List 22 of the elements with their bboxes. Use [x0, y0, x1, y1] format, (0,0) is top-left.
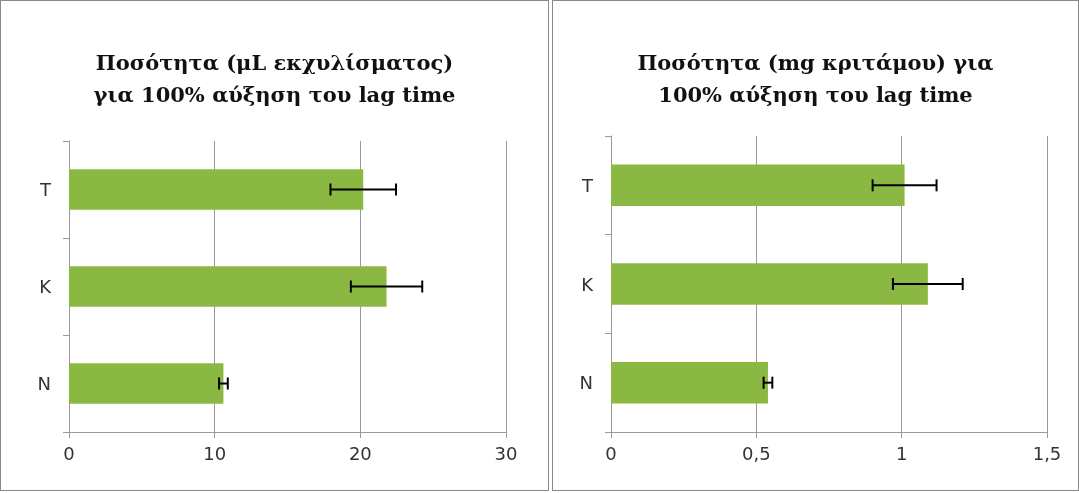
y-tick-label: K	[39, 276, 53, 297]
x-tick-label: 0,5	[742, 442, 771, 464]
bar	[611, 263, 928, 305]
bar	[69, 266, 387, 307]
x-tick-label: 30	[494, 442, 518, 464]
chart-title: Ποσότητα (μL εκχυλίσματος) για 100% αύξηση του lag time	[93, 49, 456, 107]
y-tick-label: T	[581, 174, 594, 196]
x-tick-label: 0	[63, 442, 75, 464]
x-tick-label: 1	[895, 442, 908, 464]
x-tick-label: 10	[203, 442, 227, 464]
chart-title: Ποσότητα (mg κριτάμου) για 100% αύξηση του lag time	[637, 49, 994, 107]
y-tick-label: N	[37, 373, 51, 394]
y-tick-label: N	[579, 372, 593, 394]
bar	[69, 169, 364, 210]
y-tick-label: K	[581, 273, 595, 295]
bar	[611, 361, 768, 404]
y-tick-label: T	[39, 179, 52, 200]
bar	[69, 363, 224, 404]
x-tick-label: 0	[605, 442, 617, 464]
x-tick-label: 1,5	[1032, 442, 1062, 464]
bar	[611, 164, 905, 207]
x-tick-label: 20	[348, 442, 372, 464]
